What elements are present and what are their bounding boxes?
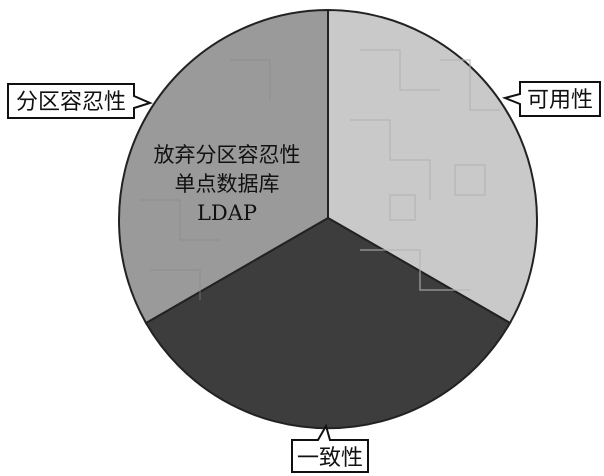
availability-texture xyxy=(350,49,500,291)
callout-availability-label: 可用性 xyxy=(527,88,593,113)
callout-availability: 可用性 xyxy=(501,81,601,117)
callout-partition-label: 分区容忍性 xyxy=(16,90,126,115)
inner-text-line-3: LDAP xyxy=(197,201,257,225)
partition-texture xyxy=(140,59,271,300)
callout-consistency-label: 一致性 xyxy=(297,446,363,471)
inner-text-line-1: 放弃分区容忍性 xyxy=(154,143,301,167)
callout-consistency: 一致性 xyxy=(291,423,369,473)
availability-segment xyxy=(327,8,538,325)
partition-segment xyxy=(118,8,329,325)
inner-text-line-2: 单点数据库 xyxy=(175,172,280,196)
callout-partition: 分区容忍性 xyxy=(7,83,153,119)
